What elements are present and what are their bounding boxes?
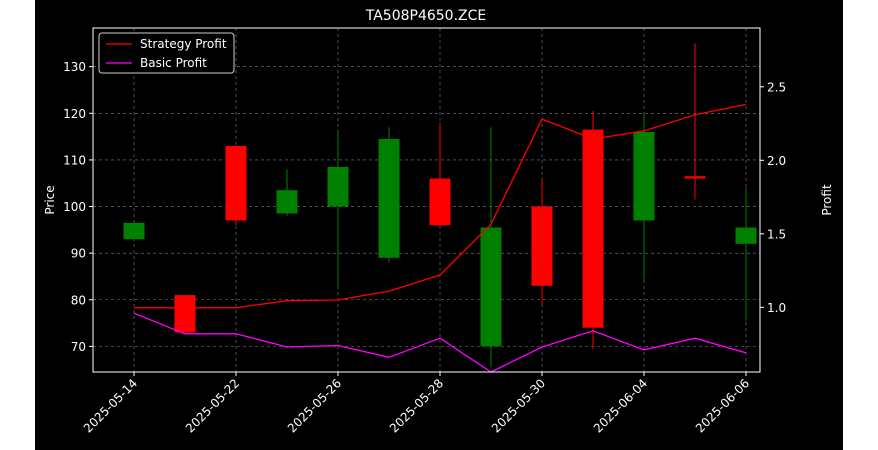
legend-label-strategy: Strategy Profit	[140, 37, 227, 51]
y-tick-label-left: 90	[71, 247, 86, 261]
y-tick-label-left: 80	[71, 293, 86, 307]
y-tick-label-left: 130	[63, 60, 86, 74]
candle-body	[582, 129, 604, 328]
y-tick-label-right: 2.5	[767, 80, 786, 94]
y-tick-label-right: 1.0	[767, 301, 786, 315]
candle-body	[429, 178, 451, 226]
legend-box	[98, 32, 235, 74]
candle-body	[480, 227, 502, 347]
candle-body	[276, 190, 298, 214]
candle	[378, 127, 400, 263]
candles	[123, 43, 757, 368]
candle-body	[633, 131, 655, 221]
candle	[276, 169, 298, 216]
y-tick-label-left: 110	[63, 153, 86, 167]
y-axis-label-left: Price	[43, 185, 57, 214]
strategy-profit-line	[134, 103, 747, 309]
plot-frame	[92, 27, 761, 373]
y-axis-label-right: Profit	[820, 184, 834, 216]
candle	[480, 127, 502, 368]
candle	[684, 43, 706, 200]
candle-body	[225, 145, 247, 221]
candle	[735, 187, 757, 321]
chart-title: TA508P4650.ZCE	[365, 8, 487, 24]
candle-body	[735, 227, 757, 244]
candle	[225, 145, 247, 226]
candle-body	[327, 166, 349, 207]
candle-body	[174, 295, 196, 333]
legend-label-basic: Basic Profit	[140, 56, 207, 70]
candle	[174, 295, 196, 333]
candle	[582, 110, 604, 349]
basic-profit-line	[133, 312, 747, 373]
y-tick-label-left: 120	[63, 107, 86, 121]
candle	[531, 178, 553, 305]
candle	[633, 113, 655, 282]
y-tick-label-right: 1.5	[767, 227, 786, 241]
candle-body	[684, 176, 706, 179]
candle-body	[123, 222, 145, 240]
y-tick-label-left: 70	[71, 340, 86, 354]
y-tick-label-left: 100	[63, 200, 86, 214]
candle	[429, 122, 451, 228]
candle-body	[378, 138, 400, 258]
candle-body	[531, 206, 553, 286]
candle	[123, 222, 145, 240]
legend: Strategy Profit Basic Profit	[98, 32, 235, 74]
y-tick-label-right: 2.0	[767, 154, 786, 168]
profit-lines	[133, 103, 747, 373]
candle	[327, 131, 349, 286]
